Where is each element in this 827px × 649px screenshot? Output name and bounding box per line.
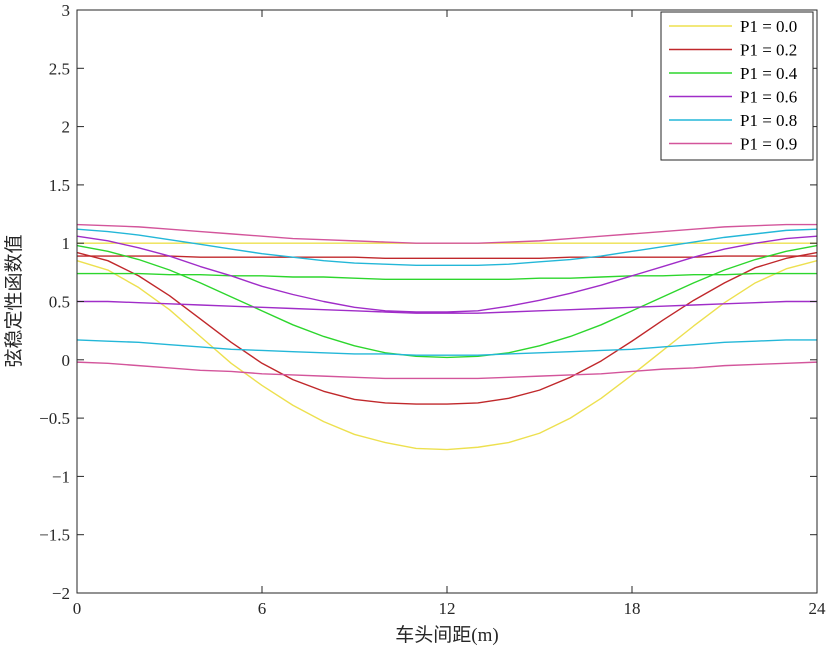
series-line-8 xyxy=(77,300,817,314)
y-tick-label-0: 3 xyxy=(62,1,71,20)
x-tick-label-12: 12 xyxy=(439,599,456,618)
x-tick-label-6: 6 xyxy=(258,599,267,618)
y-tick-label-6: 0 xyxy=(62,351,71,370)
legend-label-5: P1 = 0.8 xyxy=(740,111,797,130)
series-line-10 xyxy=(76,339,817,356)
x-tick-label-18: 18 xyxy=(624,599,641,618)
y-tick-label-5: 0.5 xyxy=(49,293,70,312)
series-line-5 xyxy=(77,272,817,281)
y-tick-label-7: −0.5 xyxy=(39,409,70,428)
y-tick-label-4: 1 xyxy=(62,234,71,253)
legend-label-1: P1 = 0.0 xyxy=(740,17,797,36)
legend-box xyxy=(660,11,814,161)
y-tick-label-10: −2 xyxy=(52,584,70,603)
legend-label-4: P1 = 0.6 xyxy=(740,88,797,107)
series-line-4 xyxy=(76,251,818,405)
x-tick-label-24: 24 xyxy=(809,599,827,618)
series-line-7 xyxy=(76,235,818,313)
series-line-12 xyxy=(76,361,818,380)
x-axis: 0 6 12 18 24 xyxy=(73,10,826,618)
series-line-3 xyxy=(77,255,817,260)
series-line-6 xyxy=(76,244,818,359)
y-tick-label-9: −1.5 xyxy=(39,526,70,545)
legend-label-3: P1 = 0.4 xyxy=(740,64,798,83)
x-tick-label-0: 0 xyxy=(73,599,82,618)
y-tick-label-2: 2 xyxy=(62,118,71,137)
legend: P1 = 0.0 P1 = 0.2 P1 = 0.4 P1 = 0.6 P1 = 0.8… xyxy=(660,11,814,161)
series-layer xyxy=(76,223,818,451)
y-axis-label: 弦稳定性函数值 xyxy=(3,234,25,367)
series-line-11 xyxy=(76,223,817,244)
y-tick-label-8: −1 xyxy=(52,467,70,486)
y-tick-label-1: 2.5 xyxy=(49,59,70,78)
series-line-9 xyxy=(76,228,818,267)
legend-label-2: P1 = 0.2 xyxy=(740,41,797,60)
legend-label-6: P1 = 0.9 xyxy=(740,135,797,154)
y-tick-label-3: 1.5 xyxy=(49,176,70,195)
x-axis-label: 车头间距(m) xyxy=(395,624,498,646)
series-line-2 xyxy=(76,260,818,451)
y-axis: 3 2.5 2 1.5 1 0.5 0 −0.5 −1 −1.5 −2 xyxy=(39,1,817,603)
